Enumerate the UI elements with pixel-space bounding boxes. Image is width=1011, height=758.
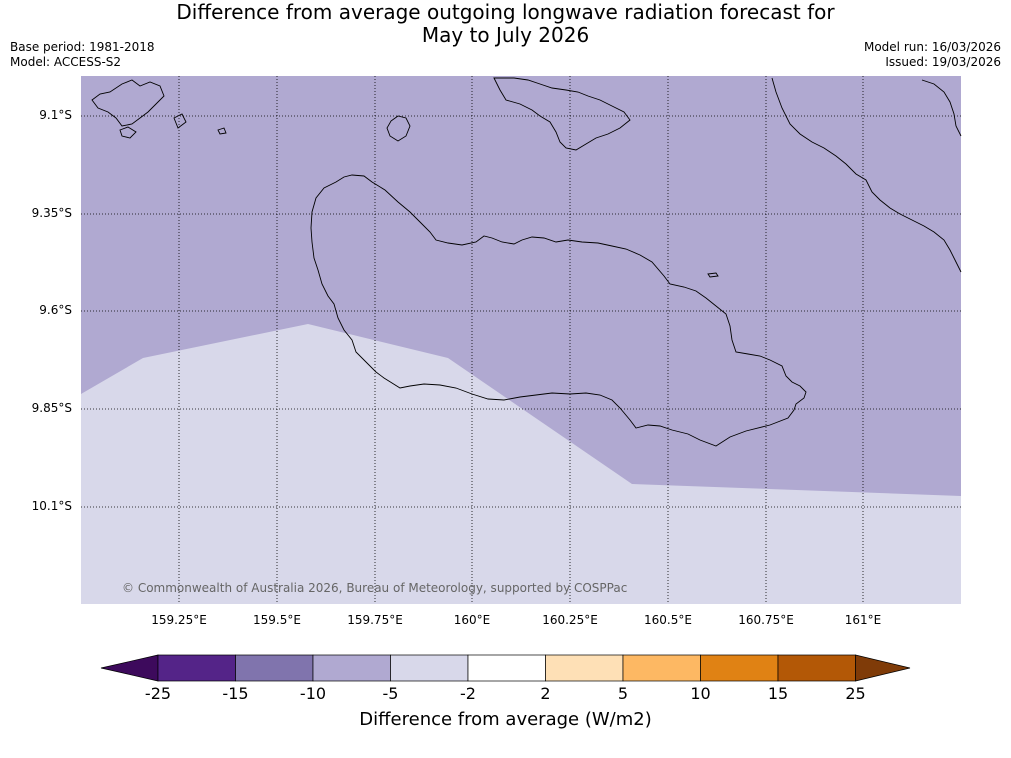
- colorbar-tick: -5: [382, 684, 399, 703]
- coastline-northeast: [771, 77, 962, 273]
- colorbar-tick: -25: [144, 684, 172, 703]
- meta-left: Base period: 1981-2018 Model: ACCESS-S2: [10, 40, 155, 70]
- colorbar-segment-7: [622, 654, 701, 682]
- colorbar-tick: 10: [690, 684, 711, 703]
- lon-label: 160°E: [453, 613, 491, 627]
- colorbar-segment-9: [777, 654, 856, 682]
- coastline-island-main: [310, 174, 807, 447]
- colorbar-segment-3: [312, 654, 391, 682]
- meta-right: Model run: 16/03/2026 Issued: 19/03/2026: [864, 40, 1001, 70]
- title-line-1: Difference from average outgoing longwav…: [176, 0, 835, 24]
- copyright-text: © Commonwealth of Australia 2026, Bureau…: [122, 581, 627, 595]
- colorbar-extend-low: [100, 654, 159, 682]
- title-line-2: May to July 2026: [421, 23, 590, 47]
- colorbar-segment-4: [390, 654, 469, 682]
- lat-label: 9.35°S: [31, 206, 72, 220]
- coastline-small-island: [386, 115, 411, 142]
- lon-label: 159.25°E: [151, 613, 207, 627]
- lat-label: 9.6°S: [39, 303, 72, 317]
- lat-label: 9.85°S: [31, 401, 72, 415]
- colorbar-tick: 5: [617, 684, 629, 703]
- coastline-northwest: [91, 79, 165, 127]
- base-period-text: Base period: 1981-2018: [10, 40, 155, 54]
- colorbar-segment-6: [545, 654, 624, 682]
- lon-label: 161°E: [844, 613, 882, 627]
- lon-label: 160.75°E: [738, 613, 794, 627]
- colorbar-extend-high: [855, 654, 911, 682]
- coastline-islet: [707, 272, 719, 278]
- issued-text: Issued: 19/03/2026: [885, 55, 1001, 69]
- model-run-text: Model run: 16/03/2026: [863, 40, 1001, 54]
- map-title: Difference from average outgoing longwav…: [0, 1, 1011, 47]
- colorbar-segment-5: [467, 654, 546, 682]
- colorbar-segment-8: [700, 654, 779, 682]
- lat-label: 9.1°S: [39, 108, 72, 122]
- model-text: Model: ACCESS-S2: [10, 55, 122, 69]
- coastline-northeast-tip: [921, 79, 962, 137]
- colorbar-segment-2: [235, 654, 314, 682]
- colorbar-tick: 2: [540, 684, 551, 703]
- colorbar-tick: -15: [222, 684, 249, 703]
- colorbar: [100, 654, 911, 682]
- colorbar-tick: -10: [299, 684, 327, 703]
- lon-label: 159.75°E: [347, 613, 403, 627]
- colorbar-tick: -2: [460, 684, 476, 703]
- colorbar-tick: 25: [845, 684, 866, 703]
- lon-label: 160.25°E: [542, 613, 598, 627]
- lon-label: 160.5°E: [644, 613, 692, 627]
- region-minus5-to-minus2: [81, 324, 961, 604]
- colorbar-segment-1: [157, 654, 236, 682]
- lat-label: 10.1°S: [31, 499, 72, 513]
- coastline-north: [493, 77, 631, 151]
- gridlines: [81, 76, 961, 604]
- colorbar-tick: 15: [767, 684, 789, 703]
- colorbar-label: Difference from average (W/m2): [359, 709, 652, 730]
- lon-label: 159.5°E: [253, 613, 301, 627]
- coastlines: [91, 77, 962, 447]
